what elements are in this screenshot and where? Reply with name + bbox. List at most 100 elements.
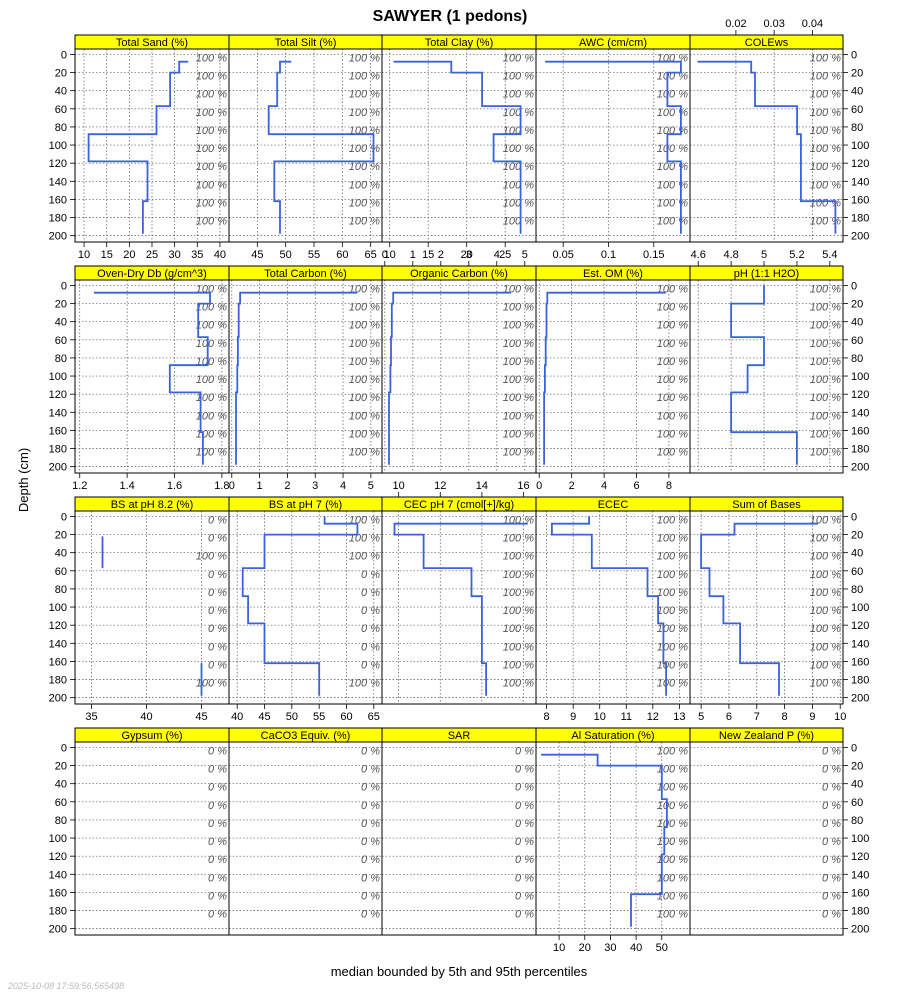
- percent-label: 100 %: [657, 800, 688, 812]
- percent-label: 100 %: [503, 89, 534, 101]
- percent-label: 100 %: [503, 641, 534, 653]
- panel-title: ECEC: [598, 499, 629, 511]
- percent-label: 100 %: [657, 587, 688, 599]
- x-tick-label: 50: [280, 249, 292, 261]
- percent-label: 0 %: [208, 587, 227, 599]
- depth-tick-label: 200: [49, 693, 67, 705]
- depth-tick-label: 180: [49, 444, 67, 456]
- depth-tick-label: 60: [55, 335, 67, 347]
- percent-label: 100 %: [810, 514, 841, 526]
- panel-title: Organic Carbon (%): [410, 268, 508, 280]
- percent-label: 0 %: [208, 782, 227, 794]
- percent-label: 100 %: [810, 161, 841, 173]
- percent-label: 100 %: [810, 569, 841, 581]
- percent-label: 0 %: [208, 623, 227, 635]
- x-tick-label: 65: [368, 711, 380, 723]
- panel: SAR 0 % 0 % 0 % 0 % 0 % 0 % 0 % 0 % 0 % 0 %: [381, 727, 537, 936]
- percent-label: 100 %: [349, 678, 380, 690]
- percent-label: 100 %: [810, 302, 841, 314]
- x-tick-label: 10: [594, 711, 606, 723]
- x-axis-label: median bounded by 5th and 95th percentil…: [331, 964, 588, 979]
- depth-tick-label: 40: [55, 548, 67, 560]
- x-tick-label: 4.8: [723, 249, 738, 261]
- depth-tick-label: 200: [851, 231, 869, 243]
- panel: BS at pH 8.2 (%) 0 % 0 % 100 % 0 % 0 % 0 % 0 % 0…: [49, 496, 230, 723]
- depth-tick-label: 100: [49, 602, 67, 614]
- percent-label: 100 %: [657, 161, 688, 173]
- depth-tick-label: 180: [49, 675, 67, 687]
- x-tick-label: 20: [579, 942, 591, 954]
- depth-tick-label: 40: [851, 86, 863, 98]
- panel: Al Saturation (%)100 %100 %100 %100 %100…: [535, 727, 691, 954]
- percent-label: 0 %: [822, 745, 841, 757]
- panel-frame: [74, 510, 230, 705]
- depth-tick-label: 200: [49, 231, 67, 243]
- x-tick-label: 0.15: [643, 249, 664, 261]
- percent-label: 100 %: [657, 745, 688, 757]
- percent-label: 100 %: [810, 605, 841, 617]
- percent-label: 0 %: [361, 818, 380, 830]
- x-tick-label: 0.04: [802, 18, 823, 30]
- percent-label: 100 %: [196, 52, 227, 64]
- x-tick-label: 20: [461, 249, 473, 261]
- x-tick-label: 40: [140, 711, 152, 723]
- median-profile-line: [697, 60, 837, 234]
- depth-tick-label: 120: [851, 620, 869, 632]
- percent-label: 100 %: [657, 659, 688, 671]
- x-tick-label: 5.4: [822, 249, 837, 261]
- percent-label: 100 %: [349, 428, 380, 440]
- percent-label: 100 %: [657, 782, 688, 794]
- percent-label: 100 %: [810, 197, 841, 209]
- percent-label: 100 %: [810, 678, 841, 690]
- percent-label: 100 %: [657, 623, 688, 635]
- x-tick-label: 10: [834, 711, 846, 723]
- depth-tick-label: 120: [851, 389, 869, 401]
- x-tick-label: 1: [410, 249, 416, 261]
- depth-tick-label: 100: [851, 833, 869, 845]
- depth-tick-label: 0: [61, 511, 67, 523]
- percent-label: 100 %: [657, 107, 688, 119]
- depth-tick-label: 160: [851, 194, 869, 206]
- percent-label: 0 %: [361, 605, 380, 617]
- panel-title: AWC (cm/cm): [579, 37, 647, 49]
- depth-tick-label: 140: [49, 638, 67, 650]
- percent-label: 100 %: [657, 283, 688, 295]
- panel: BS at pH 7 (%) 100 % 100 % 100 % 0 % 0 % 0 % 0 …: [228, 496, 383, 723]
- percent-label: 0 %: [822, 818, 841, 830]
- x-tick-label: 3: [312, 480, 318, 492]
- depth-tick-label: 100: [49, 371, 67, 383]
- x-tick-label: 10: [393, 480, 405, 492]
- median-profile-line: [235, 291, 357, 465]
- depth-tick-label: 180: [49, 213, 67, 225]
- x-tick-label: 6: [633, 480, 639, 492]
- x-tick-label: 60: [340, 711, 352, 723]
- panel: Oven-Dry Db (g/cm^3) 100 % 100 % 100 % 100 %…: [49, 265, 230, 492]
- median-profile-line: [730, 285, 798, 465]
- x-tick-label: 45: [258, 711, 270, 723]
- percent-label: 100 %: [503, 678, 534, 690]
- depth-tick-label: 200: [851, 924, 869, 936]
- depth-tick-label: 160: [49, 887, 67, 899]
- percent-label: 100 %: [196, 89, 227, 101]
- x-tick-label: 35: [85, 711, 97, 723]
- percent-label: 100 %: [810, 587, 841, 599]
- percent-label: 100 %: [196, 125, 227, 137]
- x-tick-label: 11: [621, 711, 632, 723]
- panel: Total Clay (%) 100 % 100 % 100 % 100 % 100 % 1…: [381, 34, 537, 261]
- percent-label: 100 %: [196, 283, 227, 295]
- depth-tick-label: 100: [49, 833, 67, 845]
- percent-label: 0 %: [208, 909, 227, 921]
- percent-label: 0 %: [208, 641, 227, 653]
- percent-label: 100 %: [657, 569, 688, 581]
- percent-label: 100 %: [810, 283, 841, 295]
- percent-label: 0 %: [361, 745, 380, 757]
- depth-tick-label: 80: [851, 353, 863, 365]
- percent-label: 0 %: [361, 800, 380, 812]
- depth-tick-label: 140: [851, 638, 869, 650]
- panel-frame: [689, 279, 844, 474]
- x-tick-label: 2: [284, 480, 290, 492]
- panel: Total Silt (%) 100 % 100 % 100 % 100 % 100 % 1…: [228, 34, 383, 261]
- depth-tick-label: 20: [851, 299, 863, 311]
- percent-label: 100 %: [196, 374, 227, 386]
- x-tick-label: 55: [313, 711, 325, 723]
